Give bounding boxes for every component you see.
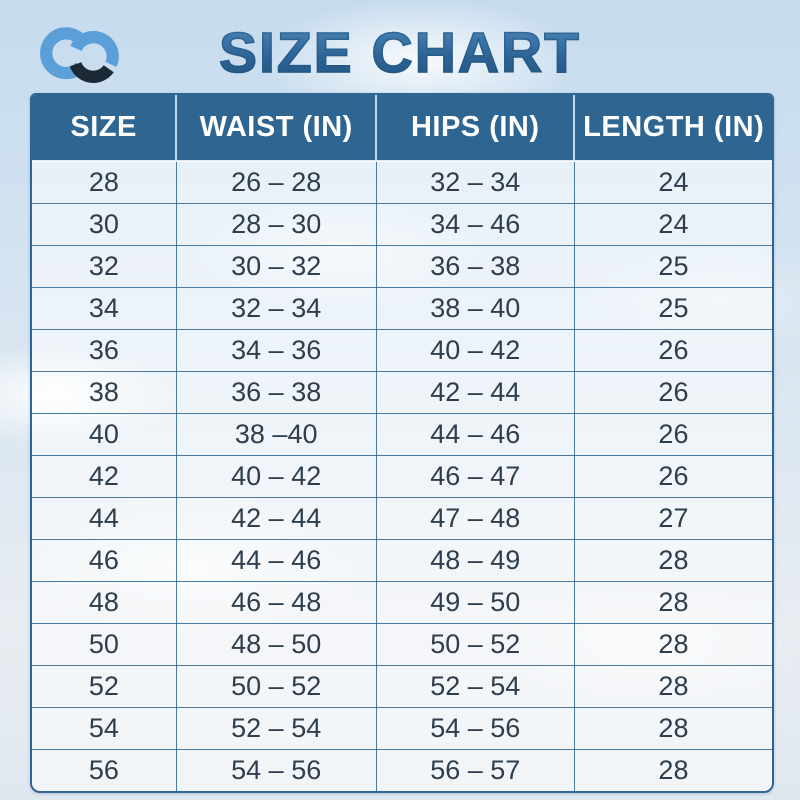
table-cell: 54 – 56 <box>375 707 575 750</box>
table-cell: 28 <box>573 581 772 624</box>
brand-logo-icon <box>40 27 119 83</box>
table-cell: 32 – 34 <box>175 287 377 330</box>
table-cell: 44 – 46 <box>175 539 377 582</box>
table-cell: 46 <box>32 539 177 582</box>
table-cell: 44 <box>32 497 177 540</box>
table-cell: 28 <box>573 539 772 582</box>
table-cell: 24 <box>573 203 772 246</box>
table-cell: 36 <box>32 329 177 372</box>
column-header-waist: WAIST (IN) <box>175 95 377 162</box>
table-cell: 48 – 50 <box>175 623 377 666</box>
table-cell: 50 – 52 <box>175 665 377 708</box>
table-cell: 36 – 38 <box>175 371 377 414</box>
table-cell: 26 – 28 <box>175 161 377 204</box>
table-row: 30 28 – 30 34 – 46 24 <box>32 203 772 246</box>
table-cell: 32 – 34 <box>375 161 575 204</box>
table-cell: 26 <box>573 413 772 456</box>
header-row: SIZE WAIST (IN) HIPS (IN) LENGTH (IN) <box>32 95 772 162</box>
table-cell: 25 <box>573 287 772 330</box>
table-cell: 47 – 48 <box>375 497 575 540</box>
table-cell: 34 – 36 <box>175 329 377 372</box>
table-cell: 38 –40 <box>175 413 377 456</box>
table-cell: 52 <box>32 665 177 708</box>
table-cell: 28 <box>573 749 772 791</box>
size-table: SIZE WAIST (IN) HIPS (IN) LENGTH (IN) 28… <box>32 95 772 791</box>
size-table-container: SIZE WAIST (IN) HIPS (IN) LENGTH (IN) 28… <box>30 93 774 793</box>
table-row: 34 32 – 34 38 – 40 25 <box>32 287 772 330</box>
table-row: 32 30 – 32 36 – 38 25 <box>32 245 772 288</box>
table-cell: 38 – 40 <box>375 287 575 330</box>
table-cell: 48 – 49 <box>375 539 575 582</box>
table-row: 28 26 – 28 32 – 34 24 <box>32 161 772 204</box>
table-cell: 36 – 38 <box>375 245 575 288</box>
table-cell: 46 – 48 <box>175 581 377 624</box>
table-cell: 40 – 42 <box>375 329 575 372</box>
table-cell: 52 – 54 <box>175 707 377 750</box>
table-cell: 38 <box>32 371 177 414</box>
table-cell: 34 <box>32 287 177 330</box>
table-cell: 27 <box>573 497 772 540</box>
table-row: 38 36 – 38 42 – 44 26 <box>32 371 772 414</box>
table-row: 56 54 – 56 56 – 57 28 <box>32 749 772 791</box>
size-table-header: SIZE WAIST (IN) HIPS (IN) LENGTH (IN) <box>32 95 772 162</box>
table-cell: 42 – 44 <box>375 371 575 414</box>
table-row: 50 48 – 50 50 – 52 28 <box>32 623 772 666</box>
table-cell: 25 <box>573 245 772 288</box>
table-cell: 24 <box>573 161 772 204</box>
table-cell: 48 <box>32 581 177 624</box>
table-row: 40 38 –40 44 – 46 26 <box>32 413 772 456</box>
table-cell: 46 – 47 <box>375 455 575 498</box>
table-row: 54 52 – 54 54 – 56 28 <box>32 707 772 750</box>
size-table-body: 28 26 – 28 32 – 34 24 30 28 – 30 34 – 46 24 32 30… <box>32 161 772 791</box>
table-cell: 30 <box>32 203 177 246</box>
column-header-hips: HIPS (IN) <box>375 95 575 162</box>
table-row: 42 40 – 42 46 – 47 26 <box>32 455 772 498</box>
table-cell: 28 – 30 <box>175 203 377 246</box>
table-cell: 50 <box>32 623 177 666</box>
column-header-length: LENGTH (IN) <box>573 95 772 162</box>
table-cell: 54 – 56 <box>175 749 377 791</box>
table-cell: 26 <box>573 455 772 498</box>
table-cell: 30 – 32 <box>175 245 377 288</box>
table-cell: 40 <box>32 413 177 456</box>
table-cell: 32 <box>32 245 177 288</box>
table-cell: 42 – 44 <box>175 497 377 540</box>
table-cell: 26 <box>573 371 772 414</box>
table-row: 48 46 – 48 49 – 50 28 <box>32 581 772 624</box>
table-cell: 50 – 52 <box>375 623 575 666</box>
table-cell: 28 <box>573 623 772 666</box>
table-row: 36 34 – 36 40 – 42 26 <box>32 329 772 372</box>
table-cell: 56 – 57 <box>375 749 575 791</box>
page-title: SIZE CHART <box>0 20 800 86</box>
table-cell: 42 <box>32 455 177 498</box>
table-row: 46 44 – 46 48 – 49 28 <box>32 539 772 582</box>
table-cell: 28 <box>573 707 772 750</box>
table-cell: 44 – 46 <box>375 413 575 456</box>
table-row: 52 50 – 52 52 – 54 28 <box>32 665 772 708</box>
table-cell: 49 – 50 <box>375 581 575 624</box>
table-row: 44 42 – 44 47 – 48 27 <box>32 497 772 540</box>
table-cell: 52 – 54 <box>375 665 575 708</box>
table-cell: 56 <box>32 749 177 791</box>
table-cell: 40 – 42 <box>175 455 377 498</box>
table-cell: 28 <box>573 665 772 708</box>
table-cell: 54 <box>32 707 177 750</box>
column-header-size: SIZE <box>32 95 177 162</box>
table-cell: 34 – 46 <box>375 203 575 246</box>
table-cell: 28 <box>32 161 177 204</box>
table-cell: 26 <box>573 329 772 372</box>
